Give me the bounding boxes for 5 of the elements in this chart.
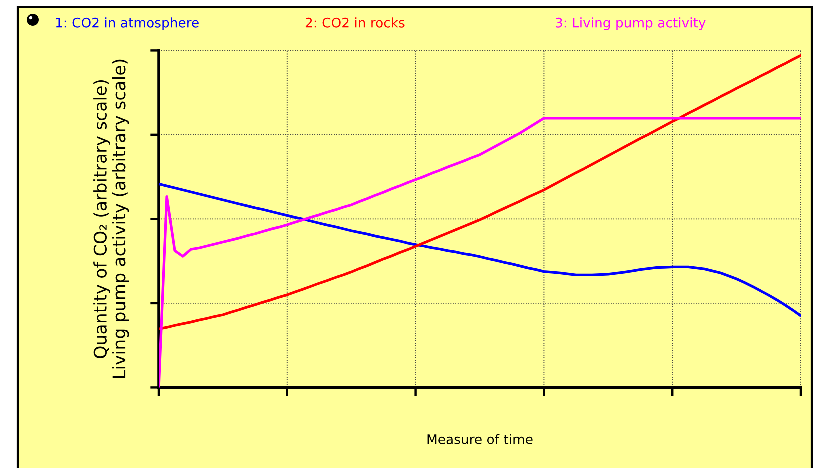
text: 1: CO2 in atmosphere [56,18,199,30]
y-axis-title: Quantity of CO₂ (arbitrary scale) Living pump activity (arbitrary scale) [94,60,130,378]
x-axis-title: Measure of time [428,434,533,444]
text: 2: CO2 in rocks [306,18,405,28]
text: 3: Living pump activity [556,18,706,30]
